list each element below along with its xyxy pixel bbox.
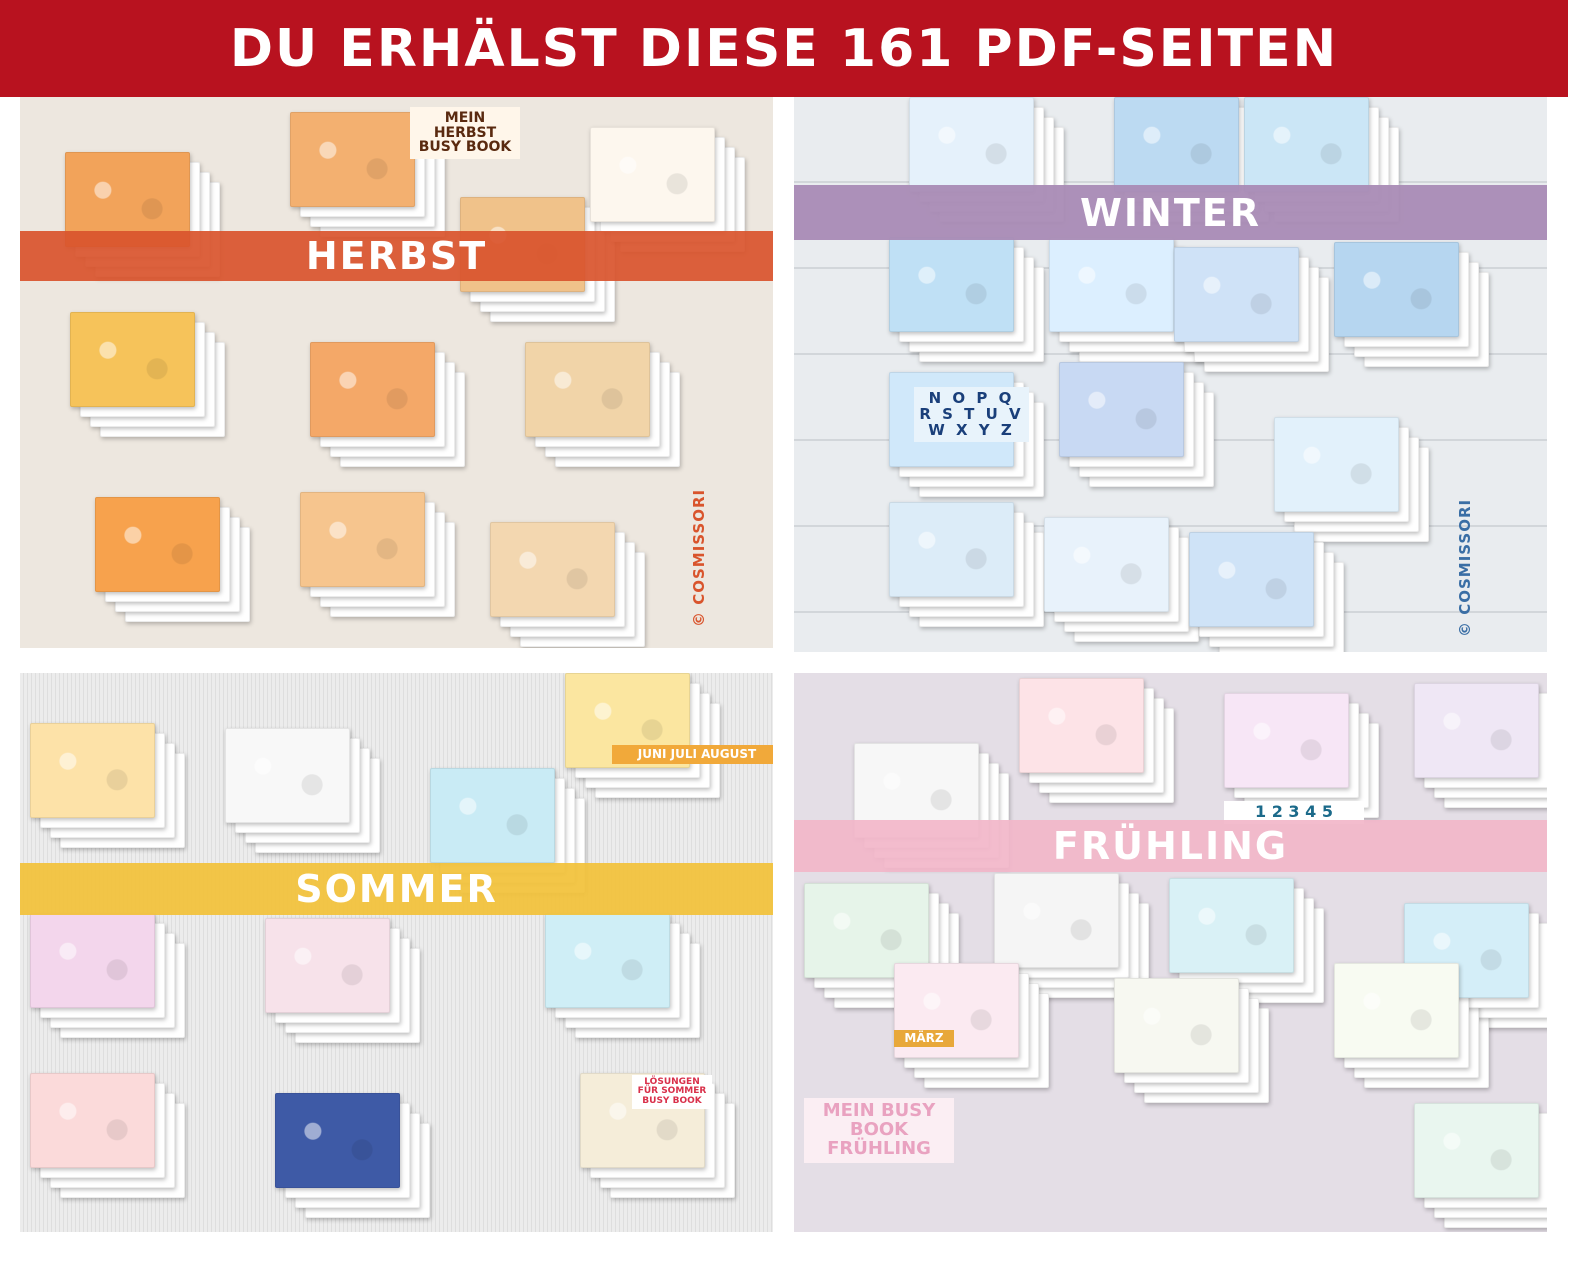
- worksheet-page: [275, 1093, 400, 1188]
- worksheet-page: [1019, 678, 1144, 773]
- sommer-solutions-title: LÖSUNGEN FÜR SOMMER BUSY BOOK: [632, 1075, 712, 1110]
- herbst-label: HERBST: [305, 234, 488, 278]
- winter-watermark: © COSMISSORI: [1456, 498, 1474, 637]
- worksheet-page: [590, 127, 715, 222]
- herbst-panel: MEIN HERBST BUSY BOOK HERBST © COSMISSOR…: [20, 97, 773, 648]
- worksheet-page: [30, 1073, 155, 1168]
- winter-panel: WINTER N O P Q R S T U V W X Y Z © COSMI…: [794, 97, 1547, 652]
- worksheet-page: [1274, 417, 1399, 512]
- worksheet-page: [1334, 242, 1459, 337]
- worksheet-page: [300, 492, 425, 587]
- worksheet-page: [1114, 978, 1239, 1073]
- worksheet-page: [490, 522, 615, 617]
- worksheet-page: [1244, 97, 1369, 192]
- fruehling-numbers: 1 2 3 4 5: [1224, 801, 1364, 824]
- worksheet-page: [95, 497, 220, 592]
- worksheet-page: [265, 918, 390, 1013]
- worksheet-page: [525, 342, 650, 437]
- worksheet-page: [1114, 97, 1239, 192]
- worksheet-page: [1189, 532, 1314, 627]
- fruehling-cover-title: MEIN BUSY BOOK FRÜHLING: [804, 1098, 954, 1163]
- header-bar: DU ERHÄLST DIESE 161 PDF-SEITEN: [0, 0, 1568, 97]
- worksheet-page: [889, 502, 1014, 597]
- worksheet-page: [1059, 362, 1184, 457]
- worksheet-page: [994, 873, 1119, 968]
- fruehling-label: FRÜHLING: [1052, 824, 1289, 868]
- worksheet-page: [889, 237, 1014, 332]
- worksheet-page: [909, 97, 1034, 192]
- worksheet-page: [30, 913, 155, 1008]
- worksheet-page: [310, 342, 435, 437]
- herbst-banner: HERBST: [20, 231, 773, 281]
- sommer-banner: SOMMER: [20, 863, 773, 915]
- worksheet-page: [30, 723, 155, 818]
- winter-label: WINTER: [1080, 190, 1261, 235]
- winter-banner: WINTER: [794, 185, 1547, 240]
- worksheet-page: [1334, 963, 1459, 1058]
- winter-alphabet: N O P Q R S T U V W X Y Z: [914, 387, 1029, 443]
- worksheet-page: [70, 312, 195, 407]
- sommer-months: JUNI JULI AUGUST: [612, 745, 773, 764]
- herbst-cover-title: MEIN HERBST BUSY BOOK: [410, 107, 520, 160]
- page-title: DU ERHÄLST DIESE 161 PDF-SEITEN: [229, 18, 1339, 79]
- worksheet-page: [290, 112, 415, 207]
- fruehling-banner: FRÜHLING: [794, 820, 1547, 872]
- worksheet-page: [225, 728, 350, 823]
- worksheet-page: [1049, 237, 1174, 332]
- worksheet-page: [65, 152, 190, 247]
- worksheet-page: [1044, 517, 1169, 612]
- worksheet-page: [1224, 693, 1349, 788]
- worksheet-page: [1414, 683, 1539, 778]
- worksheet-page: [1169, 878, 1294, 973]
- herbst-watermark: © COSMISSORI: [690, 488, 708, 627]
- fruehling-month: MÄRZ: [894, 1030, 954, 1047]
- sommer-panel: JUNI JULI AUGUST SOMMER LÖSUNGEN FÜR SOM…: [20, 673, 773, 1232]
- worksheet-page: [430, 768, 555, 863]
- worksheet-page: [1174, 247, 1299, 342]
- worksheet-page: [804, 883, 929, 978]
- worksheet-page: [545, 913, 670, 1008]
- sommer-label: SOMMER: [295, 867, 498, 911]
- fruehling-panel: 1 2 3 4 5 FRÜHLING MÄRZ MEIN BUSY BOOK F…: [794, 673, 1547, 1232]
- worksheet-page: [1414, 1103, 1539, 1198]
